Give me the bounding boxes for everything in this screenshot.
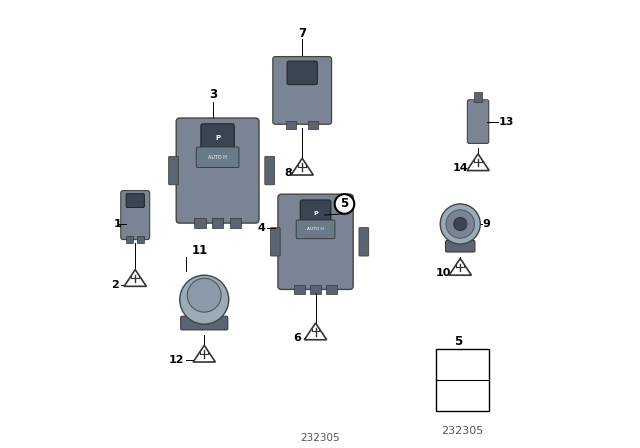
FancyBboxPatch shape — [126, 194, 145, 207]
Text: 232305: 232305 — [300, 433, 340, 443]
FancyBboxPatch shape — [300, 200, 331, 226]
Text: P: P — [215, 135, 220, 141]
FancyBboxPatch shape — [137, 236, 144, 243]
FancyBboxPatch shape — [176, 118, 259, 223]
Circle shape — [335, 194, 355, 214]
Circle shape — [440, 204, 480, 244]
Polygon shape — [305, 323, 326, 340]
FancyBboxPatch shape — [326, 284, 337, 294]
FancyBboxPatch shape — [196, 147, 239, 168]
Polygon shape — [449, 258, 472, 275]
Text: 1: 1 — [114, 219, 122, 229]
FancyBboxPatch shape — [445, 241, 475, 252]
Circle shape — [180, 275, 228, 324]
Polygon shape — [124, 270, 147, 286]
FancyBboxPatch shape — [121, 190, 150, 240]
Text: 5: 5 — [454, 336, 462, 349]
FancyBboxPatch shape — [294, 284, 305, 294]
FancyBboxPatch shape — [212, 218, 223, 228]
FancyBboxPatch shape — [265, 156, 275, 185]
Polygon shape — [291, 158, 314, 175]
Text: 11: 11 — [191, 244, 208, 257]
Text: 2: 2 — [111, 280, 119, 290]
FancyBboxPatch shape — [194, 218, 205, 228]
Text: 9: 9 — [483, 219, 490, 229]
Text: AUTO H: AUTO H — [208, 155, 227, 160]
FancyBboxPatch shape — [230, 218, 241, 228]
Text: 3: 3 — [209, 88, 217, 101]
FancyBboxPatch shape — [474, 92, 482, 102]
FancyBboxPatch shape — [270, 228, 280, 256]
FancyBboxPatch shape — [436, 349, 489, 411]
Text: 4: 4 — [258, 224, 266, 233]
FancyBboxPatch shape — [287, 61, 317, 85]
Text: AUTO H: AUTO H — [307, 227, 324, 231]
Text: 7: 7 — [298, 27, 307, 40]
Polygon shape — [467, 154, 489, 171]
Polygon shape — [193, 345, 216, 362]
FancyBboxPatch shape — [180, 316, 228, 330]
FancyBboxPatch shape — [278, 194, 353, 289]
Text: 13: 13 — [499, 116, 515, 127]
FancyBboxPatch shape — [308, 121, 318, 129]
FancyBboxPatch shape — [359, 228, 369, 256]
Circle shape — [446, 210, 474, 238]
FancyBboxPatch shape — [273, 56, 332, 124]
Text: 12: 12 — [169, 355, 184, 365]
Circle shape — [188, 278, 221, 312]
Text: 14: 14 — [452, 164, 468, 173]
Text: 8: 8 — [285, 168, 292, 178]
FancyBboxPatch shape — [126, 236, 134, 243]
Text: 6: 6 — [293, 333, 301, 343]
FancyBboxPatch shape — [168, 156, 179, 185]
FancyBboxPatch shape — [286, 121, 296, 129]
FancyBboxPatch shape — [296, 220, 335, 239]
Text: 232305: 232305 — [442, 426, 484, 436]
FancyBboxPatch shape — [310, 284, 321, 294]
Text: 5: 5 — [340, 198, 349, 211]
FancyBboxPatch shape — [467, 100, 489, 143]
Circle shape — [454, 217, 467, 231]
Text: P: P — [313, 211, 318, 215]
FancyBboxPatch shape — [201, 124, 234, 153]
Text: 10: 10 — [436, 268, 451, 278]
